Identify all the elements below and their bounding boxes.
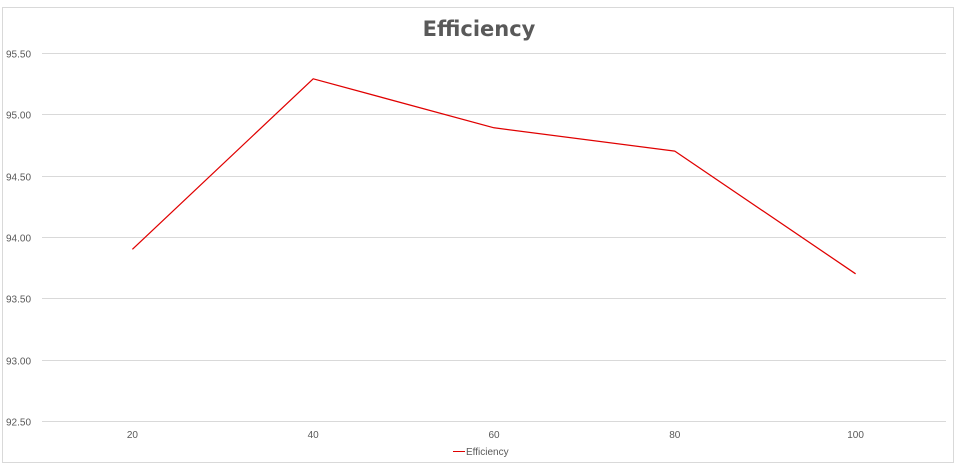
- y-axis-tick-labels: 92.50 93.00 93.50 94.00 94.50 95.00 95.50: [6, 50, 31, 429]
- y-tick-label: 94.00: [6, 234, 31, 245]
- chart-title: Efficiency: [423, 17, 536, 41]
- gridlines: [42, 53, 946, 422]
- y-tick-label: 92.50: [6, 418, 31, 429]
- y-tick-label: 93.50: [6, 295, 31, 306]
- x-tick-label: 40: [308, 430, 320, 441]
- series-lines: [131, 78, 856, 275]
- y-tick-label: 95.50: [6, 50, 31, 61]
- x-tick-label: 80: [669, 430, 681, 441]
- y-tick-label: 95.00: [6, 111, 31, 122]
- legend: Efficiency: [453, 447, 509, 458]
- x-tick-label: 60: [488, 430, 500, 441]
- y-tick-label: 93.00: [6, 357, 31, 368]
- legend-label-efficiency: Efficiency: [466, 447, 509, 458]
- chart-area: [2, 7, 954, 463]
- x-tick-label: 20: [127, 430, 139, 441]
- x-tick-label: 100: [847, 430, 864, 441]
- y-tick-label: 94.50: [6, 173, 31, 184]
- x-axis-tick-labels: 20 40 60 80 100: [127, 430, 865, 441]
